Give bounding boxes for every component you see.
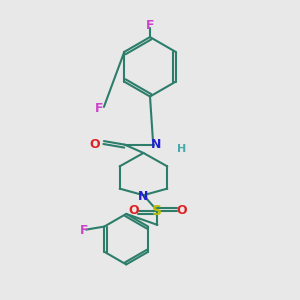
Text: H: H <box>177 143 186 154</box>
Text: O: O <box>90 138 100 151</box>
Text: F: F <box>80 224 88 237</box>
Text: F: F <box>95 102 104 115</box>
Text: O: O <box>128 204 139 218</box>
Text: N: N <box>151 138 161 151</box>
Text: S: S <box>152 204 162 218</box>
Text: O: O <box>176 204 187 218</box>
Text: N: N <box>138 190 148 202</box>
Text: F: F <box>146 19 154 32</box>
